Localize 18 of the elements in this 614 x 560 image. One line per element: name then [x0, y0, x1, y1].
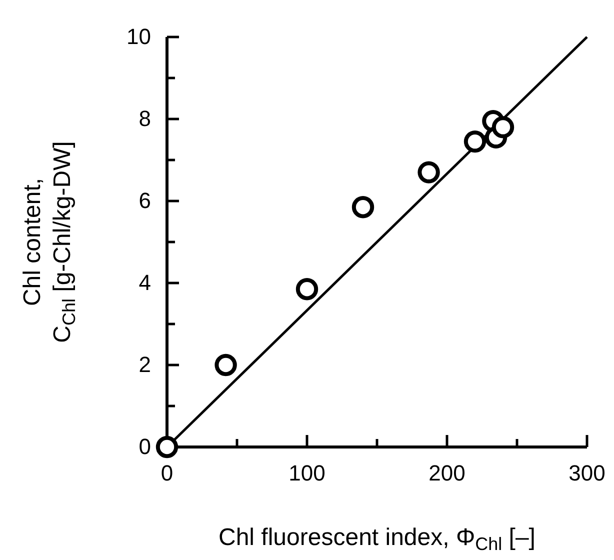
- point: [464, 130, 486, 153]
- x-axis-title: Chl fluorescent index, Φ$_{Chl}$ [–]: [218, 524, 536, 554]
- x-tick-label: 100: [288, 460, 326, 486]
- y-tick-label: 4: [138, 270, 151, 296]
- point: [156, 436, 178, 458]
- y-tick-label: 6: [138, 188, 151, 214]
- y-tick-label: 8: [138, 106, 151, 132]
- point: [296, 278, 318, 300]
- point: [418, 161, 440, 184]
- y-tick-label: 2: [138, 352, 151, 378]
- x-tick-label: 300: [568, 460, 606, 486]
- y-tick-label: 0: [138, 434, 151, 460]
- x-tick-label: 0: [160, 460, 174, 486]
- point: [352, 196, 374, 218]
- point: [214, 354, 237, 376]
- x-tick-label: 200: [428, 460, 466, 486]
- y-tick-label: 10: [126, 24, 151, 50]
- point: [492, 116, 514, 138]
